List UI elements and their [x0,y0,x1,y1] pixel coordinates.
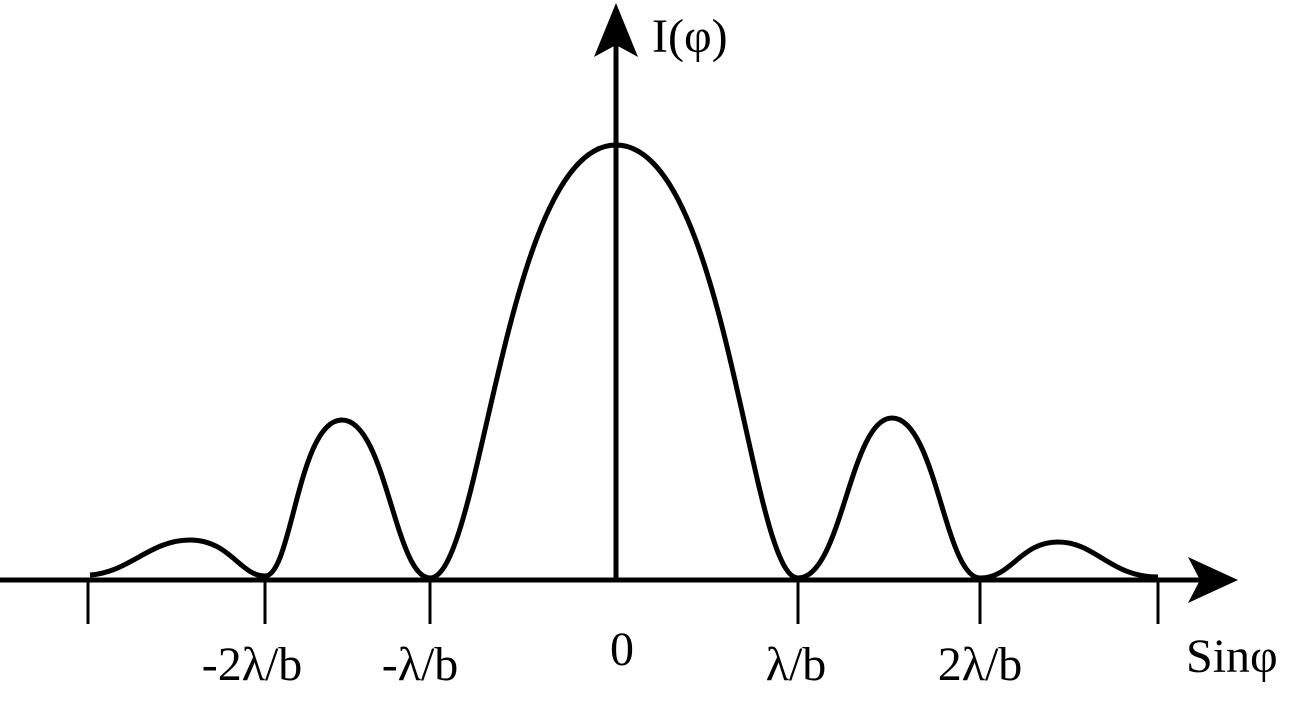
y-axis-label: I(φ) [652,10,728,63]
tick-marks [86,580,1160,624]
tick-label: 0 [610,623,634,676]
tick-label: λ/b [766,638,827,691]
y-axis-arrow [594,3,638,57]
x-axis-arrow [1188,557,1238,603]
x-axis-label: Sinφ [1186,630,1278,683]
intensity-curve [89,142,1159,581]
tick-label: -λ/b [382,638,459,691]
tick-label: -2λ/b [202,638,303,691]
tick-label: 2λ/b [938,638,1023,691]
